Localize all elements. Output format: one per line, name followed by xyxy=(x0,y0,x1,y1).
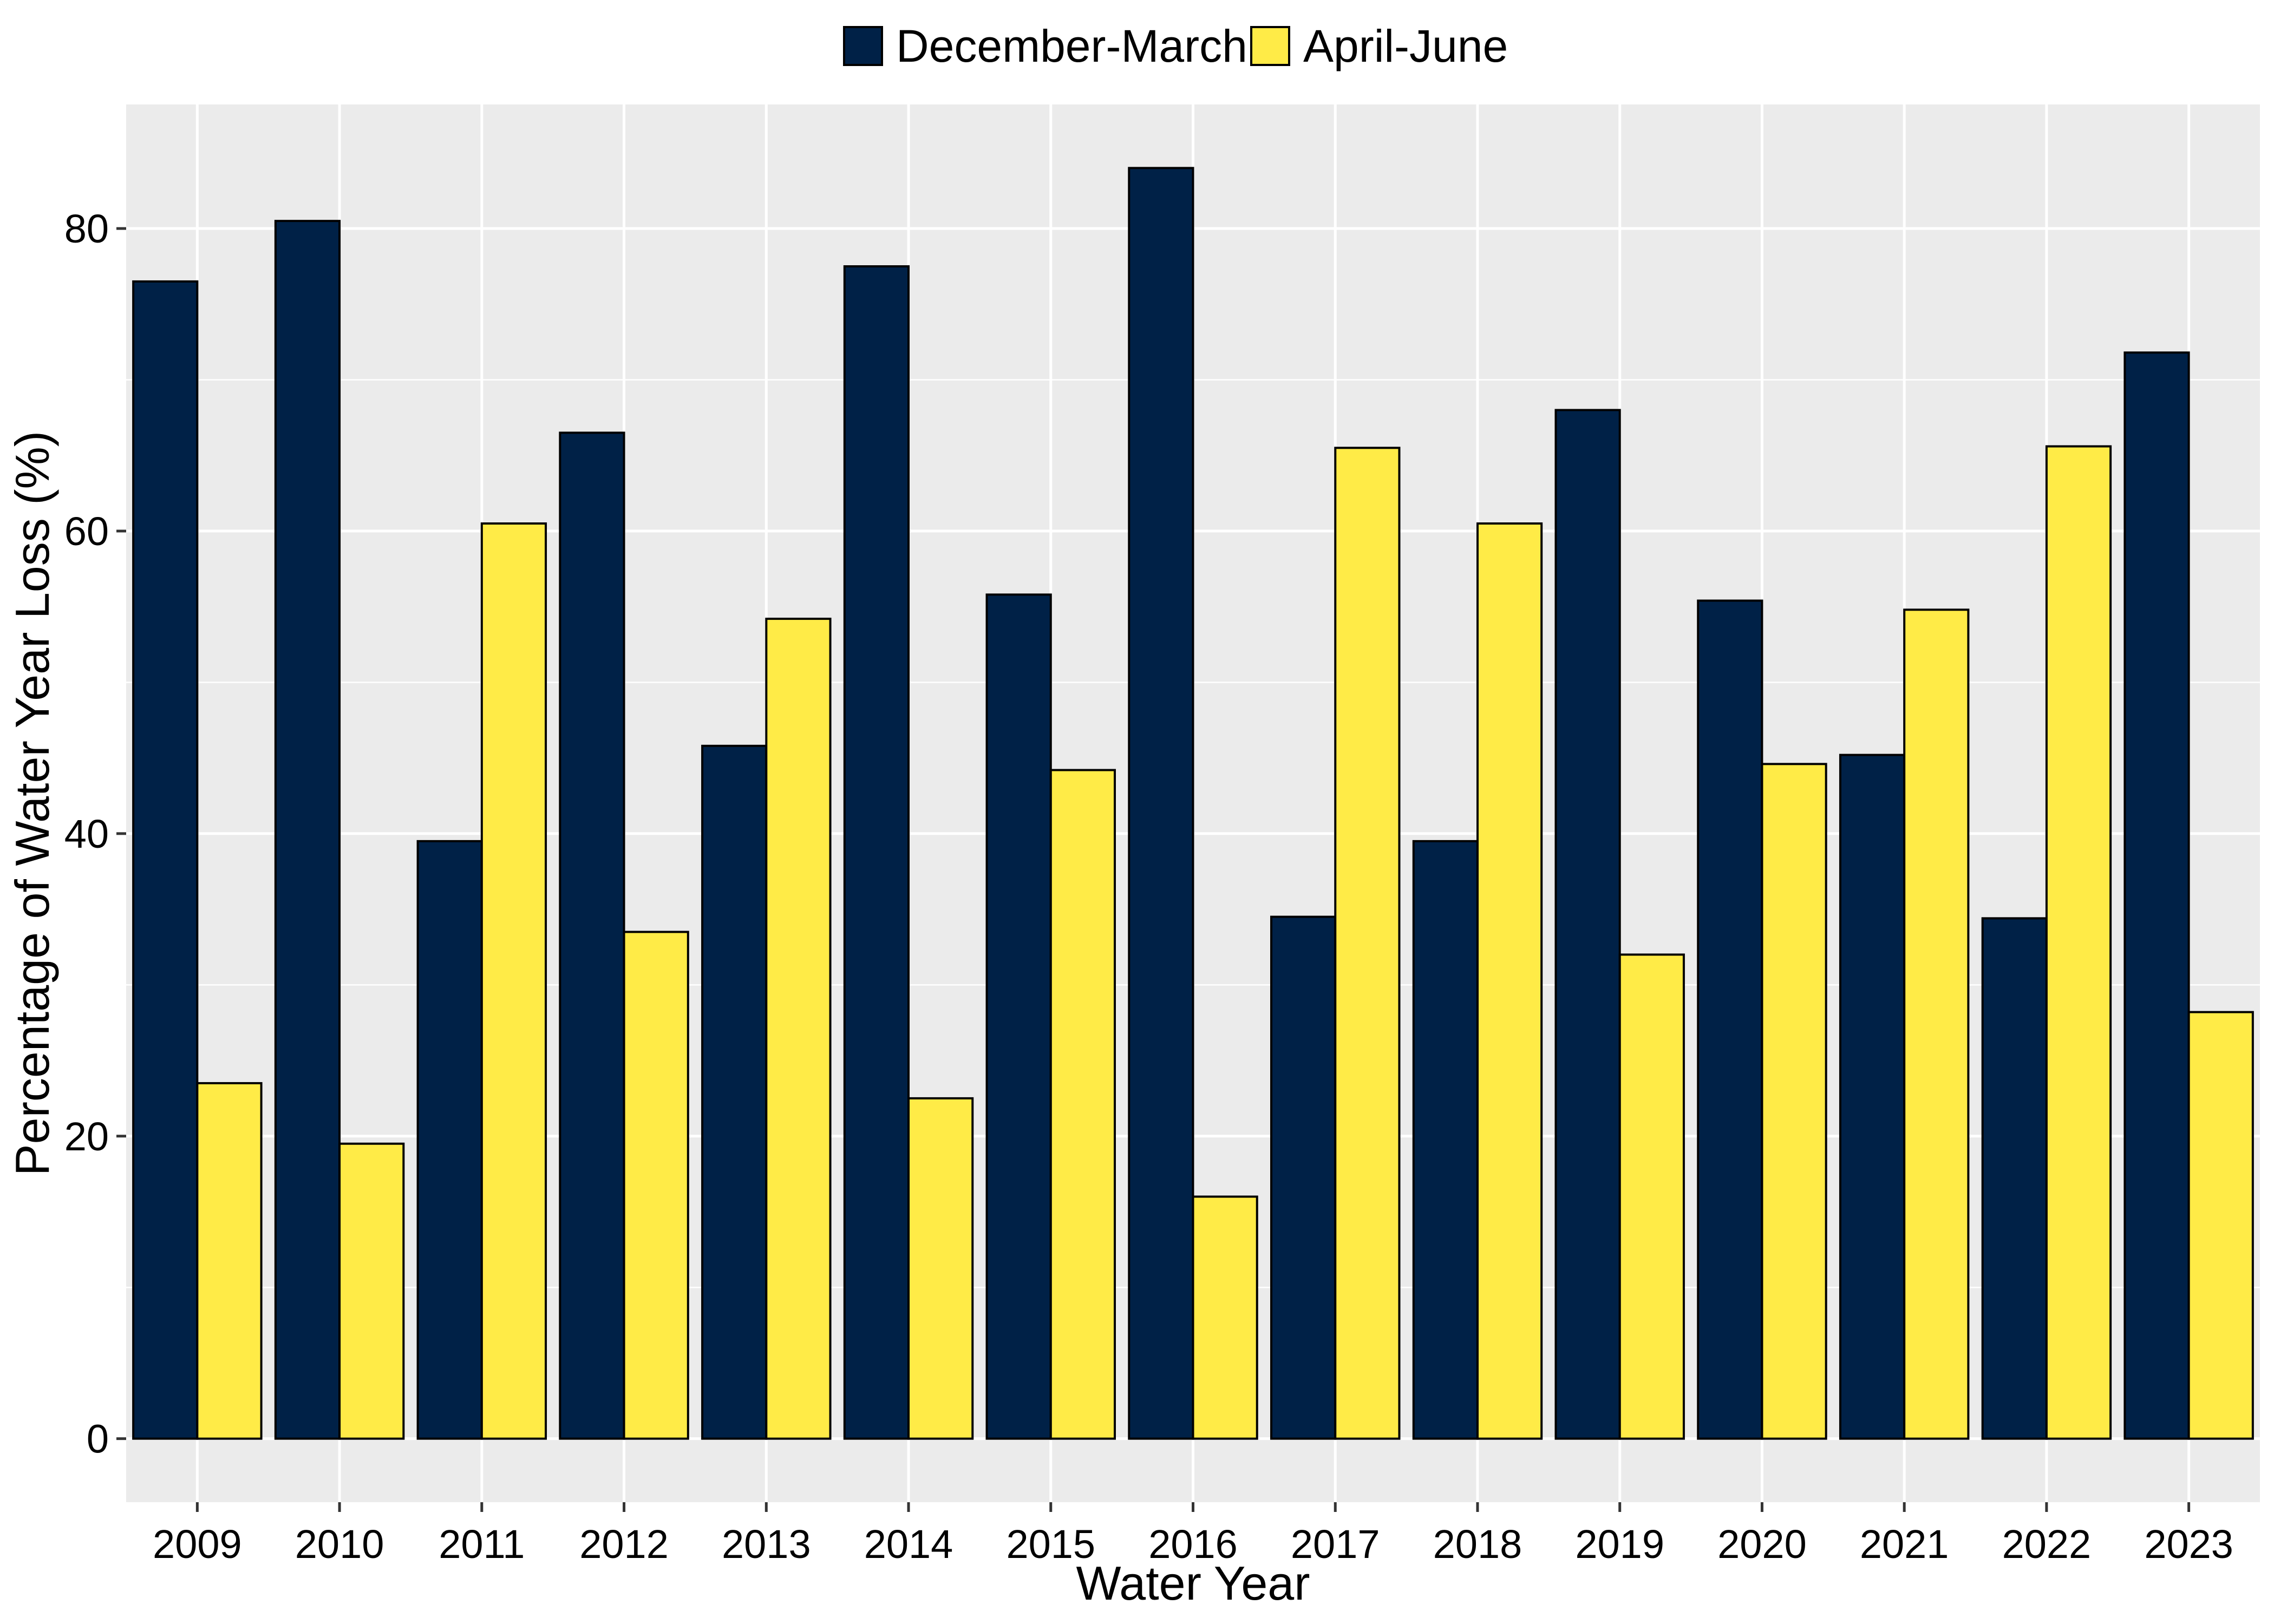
x-axis-title: Water Year xyxy=(1076,1556,1310,1610)
x-tick-label: 2010 xyxy=(295,1522,384,1567)
bar-december-march-2019 xyxy=(1554,409,1621,1440)
x-tick-label: 2020 xyxy=(1717,1522,1807,1567)
bar-december-march-2011 xyxy=(416,840,483,1440)
bar-december-march-2010 xyxy=(274,220,341,1440)
x-tick-label: 2011 xyxy=(439,1522,525,1567)
x-tick-label: 2009 xyxy=(153,1522,242,1567)
bar-april-june-2017 xyxy=(1334,447,1401,1440)
legend: December-March April-June xyxy=(843,21,1508,71)
bar-december-march-2013 xyxy=(701,744,768,1440)
x-tick-label: 2012 xyxy=(579,1522,669,1567)
bar-december-march-2012 xyxy=(559,431,625,1440)
bar-april-june-2014 xyxy=(907,1097,974,1440)
y-tick-label: 20 xyxy=(64,1114,109,1159)
bar-april-june-2011 xyxy=(480,522,547,1440)
bar-december-march-2022 xyxy=(1981,917,2048,1440)
bar-april-june-2016 xyxy=(1192,1195,1258,1440)
legend-label: December-March xyxy=(896,21,1247,71)
y-axis-title: Percentage of Water Year Loss (%) xyxy=(5,431,59,1176)
x-tick-label: 2017 xyxy=(1291,1522,1380,1567)
bar-december-march-2023 xyxy=(2123,351,2190,1440)
legend-label: April-June xyxy=(1303,21,1508,71)
bar-december-march-2016 xyxy=(1128,167,1194,1440)
bar-april-june-2010 xyxy=(338,1142,405,1440)
x-tick-label: 2015 xyxy=(1006,1522,1095,1567)
y-tick-label: 80 xyxy=(64,206,109,251)
y-axis: 0 20 40 60 80 xyxy=(64,206,126,1462)
x-tick-label: 2018 xyxy=(1433,1522,1522,1567)
bar-december-march-2020 xyxy=(1697,599,1763,1440)
bar-april-june-2023 xyxy=(2187,1011,2254,1440)
y-tick-label: 40 xyxy=(64,811,109,856)
bar-december-march-2017 xyxy=(1270,915,1337,1440)
x-tick-label: 2013 xyxy=(722,1522,811,1567)
legend-key-december-march xyxy=(843,26,883,66)
bar-april-june-2009 xyxy=(196,1082,263,1440)
y-tick-label: 0 xyxy=(87,1417,109,1462)
bar-december-march-2015 xyxy=(985,593,1052,1440)
bar-december-march-2014 xyxy=(843,265,910,1440)
x-tick-label: 2014 xyxy=(864,1522,953,1567)
bar-april-june-2013 xyxy=(765,618,832,1440)
bar-december-march-2009 xyxy=(132,280,199,1440)
y-tick-label: 60 xyxy=(64,509,109,554)
legend-key-april-june xyxy=(1250,26,1290,66)
x-tick-label: 2019 xyxy=(1575,1522,1664,1567)
x-tick-label: 2023 xyxy=(2144,1522,2233,1567)
x-axis: 2009 2010 2011 2012 2013 2014 2015 2016 2017 2018… xyxy=(153,1502,2233,1567)
bar-april-june-2022 xyxy=(2045,445,2112,1440)
bar-april-june-2020 xyxy=(1761,763,1827,1440)
bars xyxy=(132,167,2254,1440)
bar-april-june-2018 xyxy=(1476,522,1543,1440)
bar-april-june-2021 xyxy=(1903,608,1970,1440)
x-tick-label: 2021 xyxy=(1860,1522,1949,1567)
x-tick-label: 2022 xyxy=(2002,1522,2092,1567)
bar-december-march-2021 xyxy=(1839,754,1906,1440)
bar-april-june-2015 xyxy=(1049,769,1116,1440)
bar-december-march-2018 xyxy=(1412,840,1479,1440)
x-tick-label: 2016 xyxy=(1148,1522,1238,1567)
bar-april-june-2012 xyxy=(623,931,689,1440)
bar-april-june-2019 xyxy=(1618,953,1685,1440)
